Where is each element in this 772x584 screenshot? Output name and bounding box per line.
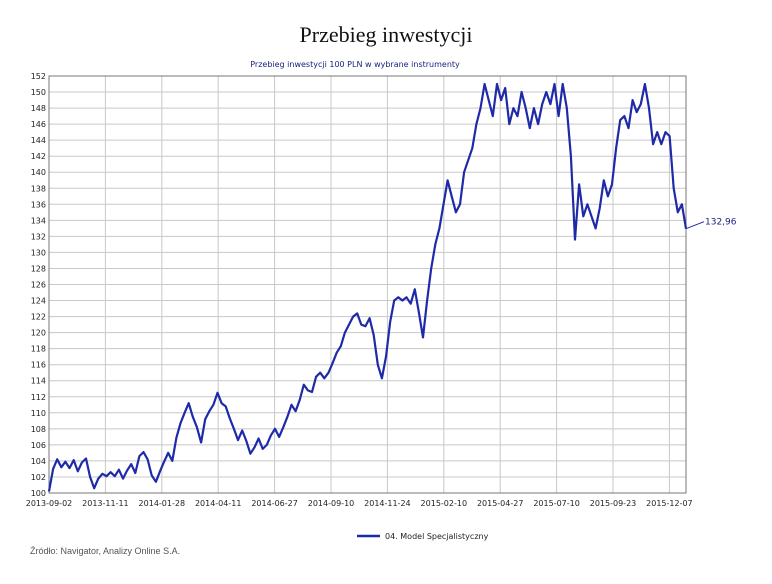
y-tick-label: 138 xyxy=(31,184,46,193)
x-tick-label: 2014-04-11 xyxy=(195,499,242,508)
x-tick-label: 2014-11-24 xyxy=(364,499,411,508)
y-tick-label: 140 xyxy=(31,168,46,177)
y-tick-label: 134 xyxy=(31,216,46,225)
y-tick-label: 110 xyxy=(31,409,46,418)
plot-area-border xyxy=(48,75,687,494)
y-tick-label: 130 xyxy=(31,248,46,257)
y-axis-ticks: 100 102 104 106 108 110 112 114 116 118 120 122 124 1… xyxy=(31,72,46,498)
y-tick-label: 146 xyxy=(31,120,46,129)
y-tick-label: 112 xyxy=(31,393,46,402)
x-tick-label: 2015-07-10 xyxy=(533,499,580,508)
x-tick-label: 2015-04-27 xyxy=(477,499,524,508)
legend-label: 04. Model Specjalistyczny xyxy=(385,532,489,541)
x-tick-label: 2014-09-10 xyxy=(308,499,355,508)
x-axis-ticks: 2013-09-02 2013-11-11 2014-01-28 2014-04-11… xyxy=(26,499,693,508)
y-tick-label: 148 xyxy=(31,104,46,113)
y-tick-label: 106 xyxy=(31,441,46,450)
y-tick-label: 102 xyxy=(31,473,46,482)
chart-grid xyxy=(48,75,686,494)
y-tick-label: 118 xyxy=(31,345,46,354)
y-tick-label: 104 xyxy=(31,457,46,466)
y-tick-label: 136 xyxy=(31,200,46,209)
y-tick-label: 124 xyxy=(31,297,46,306)
x-tick-label: 2015-09-23 xyxy=(590,499,637,508)
y-tick-label: 126 xyxy=(31,281,46,290)
x-tick-label: 2014-01-28 xyxy=(139,499,186,508)
y-tick-label: 108 xyxy=(31,425,46,434)
y-tick-label: 152 xyxy=(31,72,46,81)
y-tick-label: 116 xyxy=(31,361,46,370)
x-tick-label: 2013-11-11 xyxy=(82,499,129,508)
series-line xyxy=(47,82,688,492)
y-tick-label: 128 xyxy=(31,264,46,273)
x-tick-label: 2013-09-02 xyxy=(26,499,73,508)
end-label-leader xyxy=(685,221,705,230)
y-tick-label: 114 xyxy=(31,377,46,386)
y-tick-label: 144 xyxy=(31,136,46,145)
y-tick-label: 100 xyxy=(31,489,46,498)
y-tick-label: 142 xyxy=(31,152,46,161)
chart-subtitle: Przebieg inwestycji 100 PLN w wybrane in… xyxy=(250,60,460,69)
y-tick-label: 132 xyxy=(31,232,46,241)
end-value-label: 132,96 xyxy=(705,218,737,228)
x-tick-label: 2015-02-10 xyxy=(421,499,468,508)
y-tick-label: 150 xyxy=(31,88,46,97)
page-title: Przebieg inwestycji xyxy=(299,22,473,47)
x-tick-label: 2015-12-07 xyxy=(646,499,693,508)
x-tick-label: 2014-06-27 xyxy=(251,499,298,508)
y-tick-label: 120 xyxy=(31,329,46,338)
legend: 04. Model Specjalistyczny xyxy=(357,532,489,541)
series-group: 132,96 xyxy=(47,82,737,492)
y-tick-label: 122 xyxy=(31,313,46,322)
source-note: Źródło: Navigator, Analizy Online S.A. xyxy=(30,546,181,556)
